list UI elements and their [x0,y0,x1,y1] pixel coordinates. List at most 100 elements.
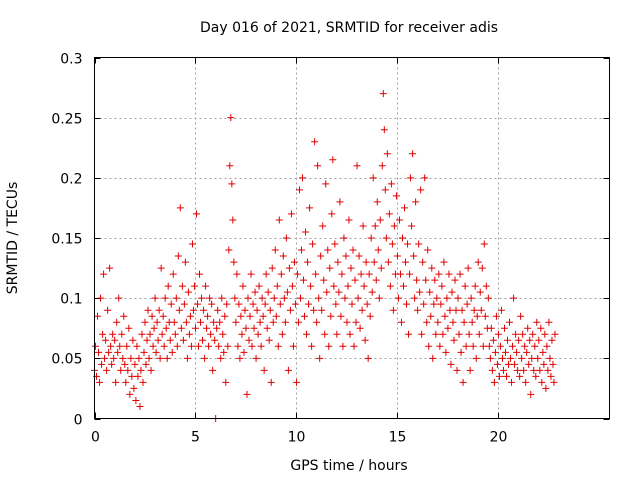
data-point [142,360,150,368]
data-point [258,294,266,302]
data-point [327,312,335,320]
y-axis-label: SRMTID / TECUs [5,182,21,295]
data-point [509,342,517,350]
data-point [321,330,329,338]
data-point [544,366,552,374]
data-point [473,312,481,320]
data-point [397,318,405,326]
data-point [178,282,186,290]
data-point [393,252,401,260]
data-point [203,324,211,332]
data-point [188,240,196,248]
data-point [413,276,421,284]
data-point [332,300,340,308]
data-point [426,288,434,296]
data-point [353,162,361,170]
data-point [227,114,235,122]
data-point [478,264,486,272]
data-point [429,354,437,362]
data-point [389,306,397,314]
data-point [273,282,281,290]
data-point [276,300,284,308]
data-point [173,342,181,350]
data-point [551,330,559,338]
data-point [135,354,143,362]
data-point [425,342,433,350]
data-point [98,360,106,368]
data-point [288,282,296,290]
data-point [290,258,298,266]
data-point [342,252,350,260]
data-point [447,360,455,368]
data-point [108,360,116,368]
data-point [324,246,332,254]
data-point [345,216,353,224]
data-point [532,372,540,380]
data-point [477,306,485,314]
data-point [169,270,177,278]
data-point [218,294,226,302]
data-point [222,378,230,386]
data-point [210,318,218,326]
data-point [497,306,505,314]
data-point [221,312,229,320]
data-point [508,378,516,386]
data-point [311,138,319,146]
data-point [268,264,276,272]
data-point [489,336,497,344]
y-tick-label: 0 [74,413,83,429]
data-point [459,378,467,386]
data-point [470,306,478,314]
data-point [381,186,389,194]
data-point [341,294,349,302]
data-point [146,330,154,338]
data-point [250,324,258,332]
data-point [297,294,304,302]
data-point [486,354,494,362]
data-point [448,288,456,296]
data-point [181,258,189,266]
data-point [287,210,295,218]
data-point [396,270,404,278]
data-point [533,318,541,326]
chart-title: Day 016 of 2021, SRMTID for receiver adi… [200,20,498,36]
data-point [547,372,555,380]
data-point [155,306,163,314]
data-point [398,234,406,242]
x-tick-label: 0 [91,430,100,446]
data-point [190,282,198,290]
data-point [357,270,365,278]
data-point [204,312,212,320]
data-point [278,330,286,338]
data-point [267,378,275,386]
data-point [474,258,482,266]
data-point [138,330,146,338]
data-point [534,354,542,362]
data-point [153,318,161,326]
data-point [115,294,123,302]
data-point [465,330,473,338]
data-point [458,306,466,314]
data-point [380,126,388,134]
data-point [500,324,508,332]
data-point [378,162,386,170]
data-point [404,240,412,248]
data-point [490,378,498,386]
data-point [150,324,158,332]
data-point [499,366,507,374]
data-point [280,294,288,302]
data-points [91,90,559,422]
data-point [348,300,356,308]
data-point [482,282,490,290]
data-point [292,378,300,386]
data-point [530,366,538,374]
data-point [136,402,144,410]
data-point [467,294,475,302]
data-point [160,342,168,350]
data-point [293,270,301,278]
data-point [480,240,488,248]
data-point [294,318,302,326]
data-point [355,252,363,260]
y-tick-label: 0.15 [51,232,82,248]
